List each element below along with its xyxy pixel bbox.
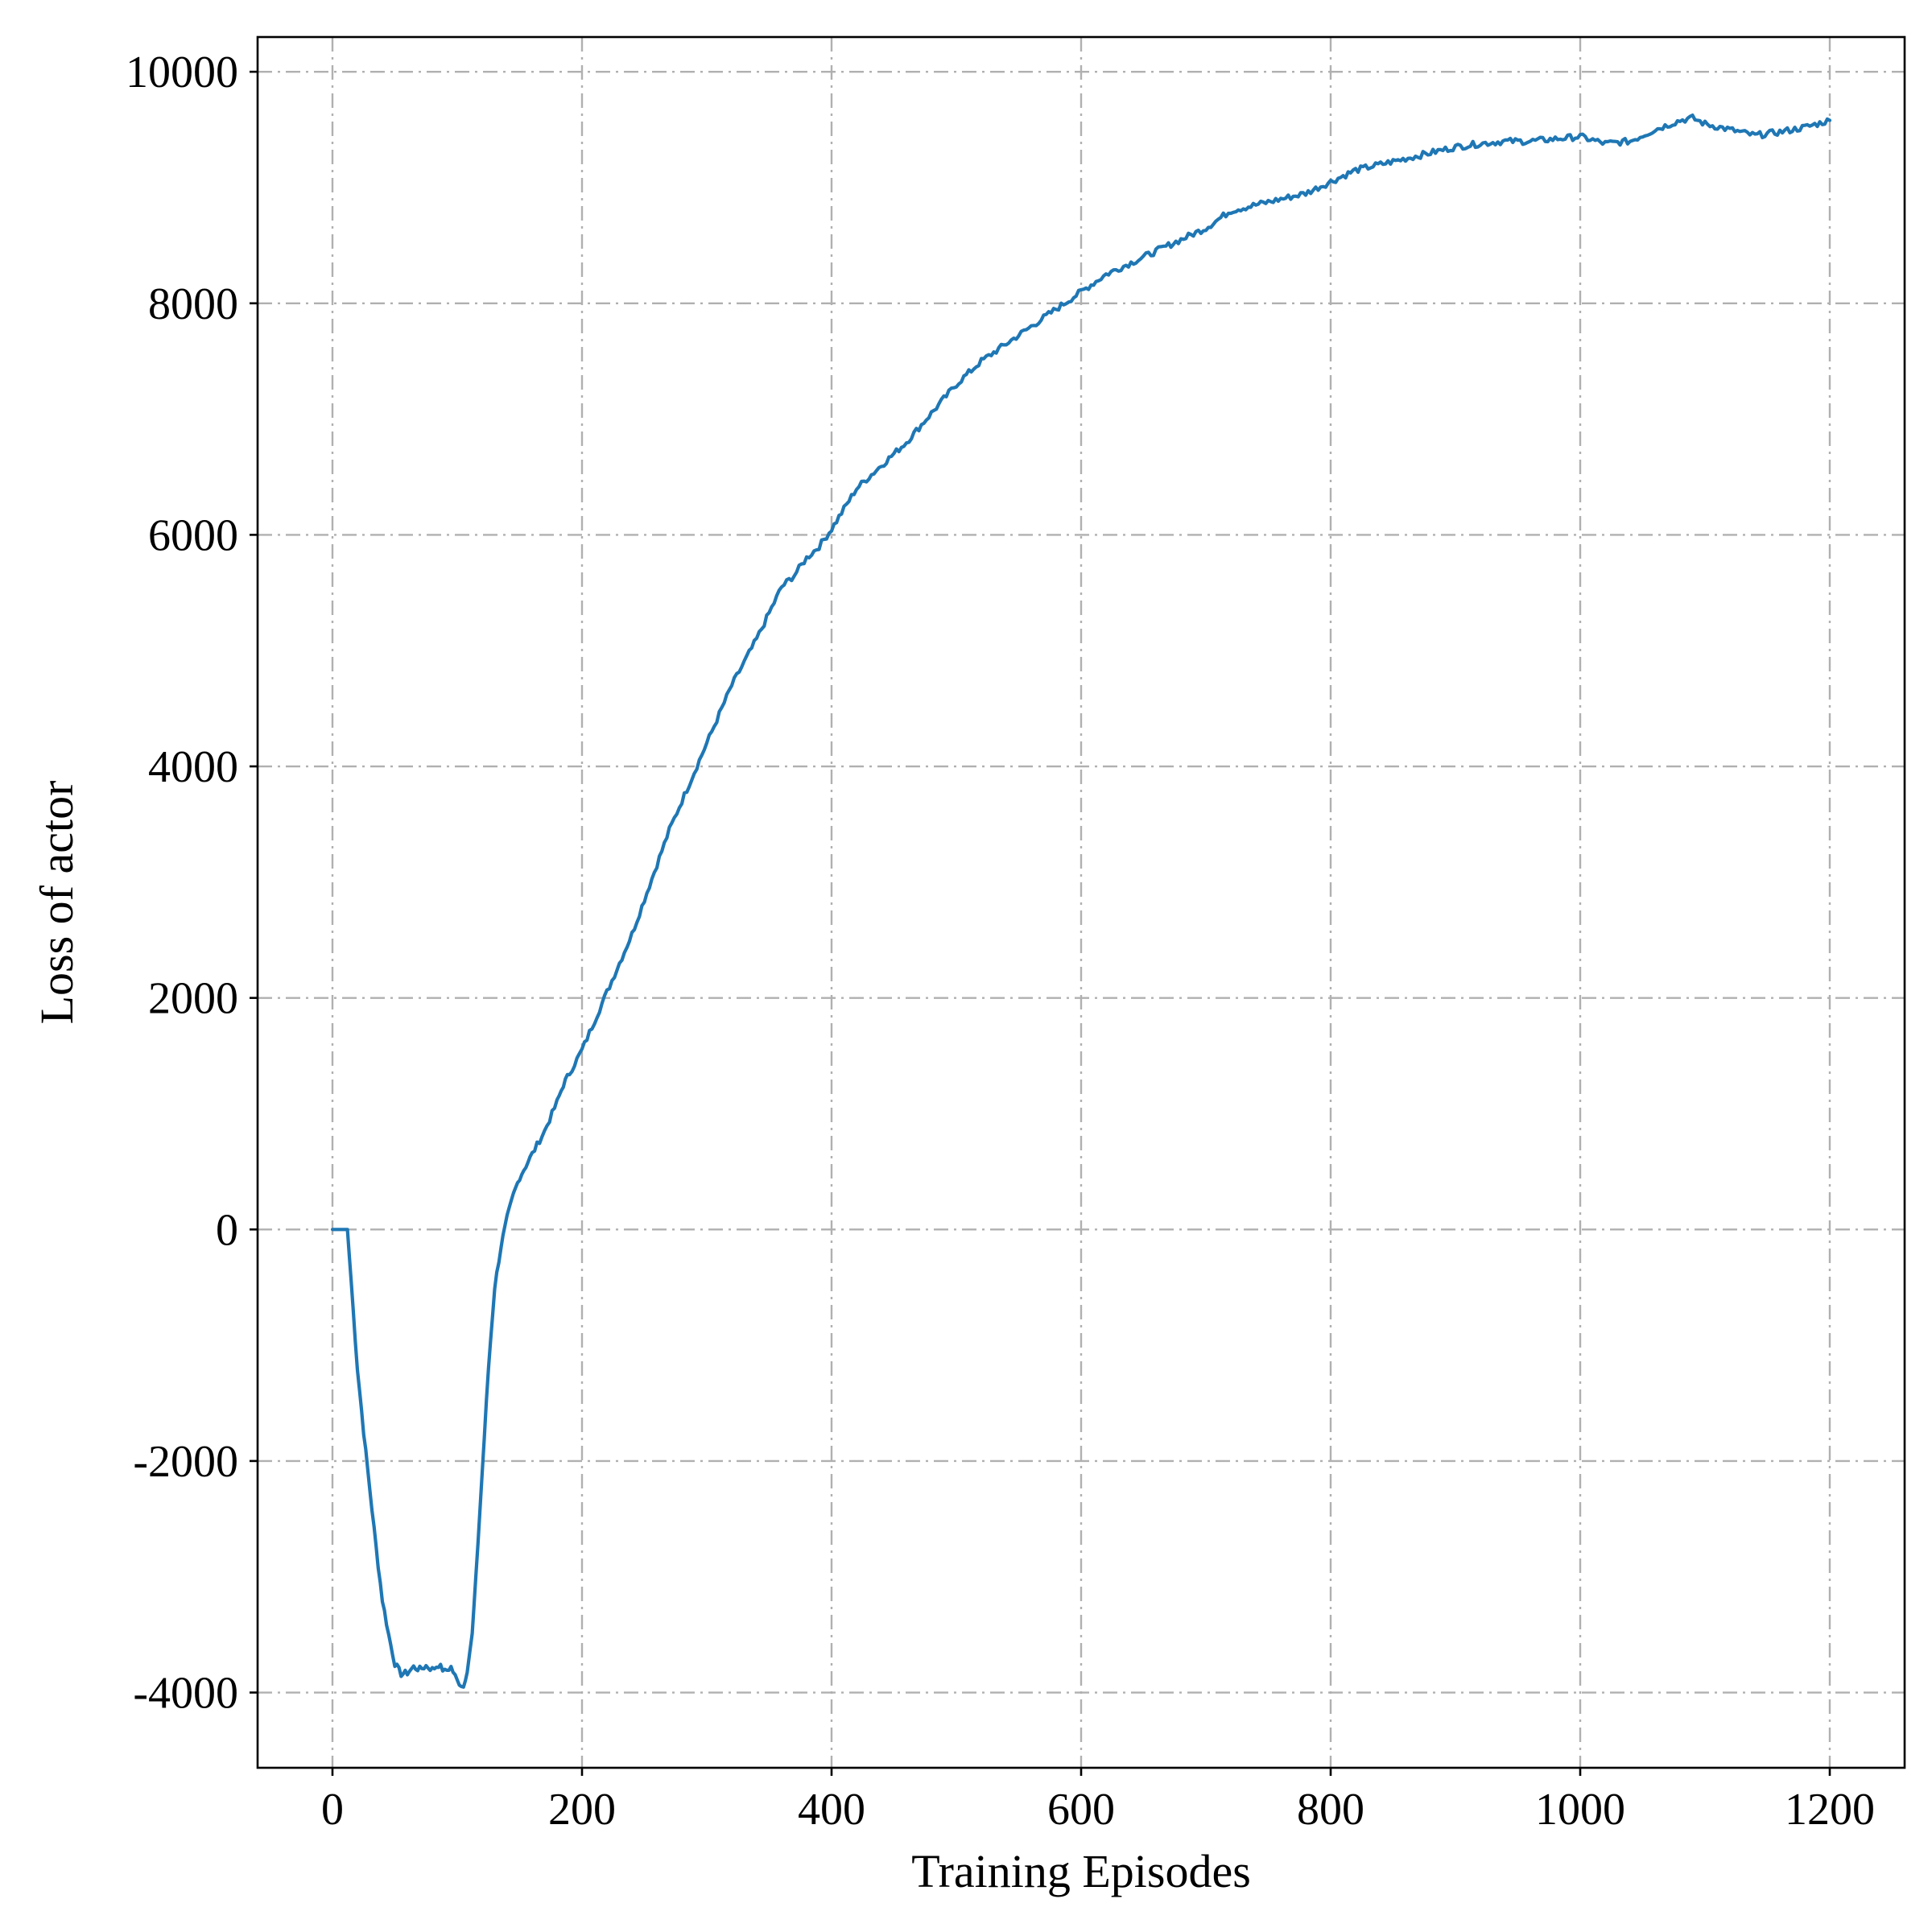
y-tick-label: 2000 [148,974,238,1024]
series-layer [330,114,1832,1689]
y-tick-label: 0 [216,1205,238,1255]
series-line-actor-loss [330,114,1832,1689]
x-tick-label: 400 [798,1785,865,1835]
y-tick-label: -2000 [133,1437,238,1487]
x-tick-label: 800 [1297,1785,1364,1835]
y-tick-label: 6000 [148,510,238,560]
x-axis-title: Training Episodes [911,1845,1251,1897]
y-tick-label: 10000 [126,47,238,97]
y-axis-title: Loss of actor [31,781,83,1025]
grid-lines [258,37,1905,1768]
y-tick-labels: -4000 -2000 0 2000 4000 6000 8000 10000 [126,47,238,1718]
x-tick-label: 1000 [1535,1785,1625,1835]
y-tick-label: 4000 [148,742,238,792]
x-tick-label: 0 [321,1785,344,1835]
y-tick-label: -4000 [133,1669,238,1719]
x-tick-label: 600 [1047,1785,1115,1835]
x-tick-label: 200 [548,1785,616,1835]
y-tick-label: 8000 [148,279,238,329]
tick-marks [250,70,1831,1776]
x-tick-labels: 0 200 400 600 800 1000 1200 [321,1785,1875,1835]
x-tick-label: 1200 [1785,1785,1875,1835]
